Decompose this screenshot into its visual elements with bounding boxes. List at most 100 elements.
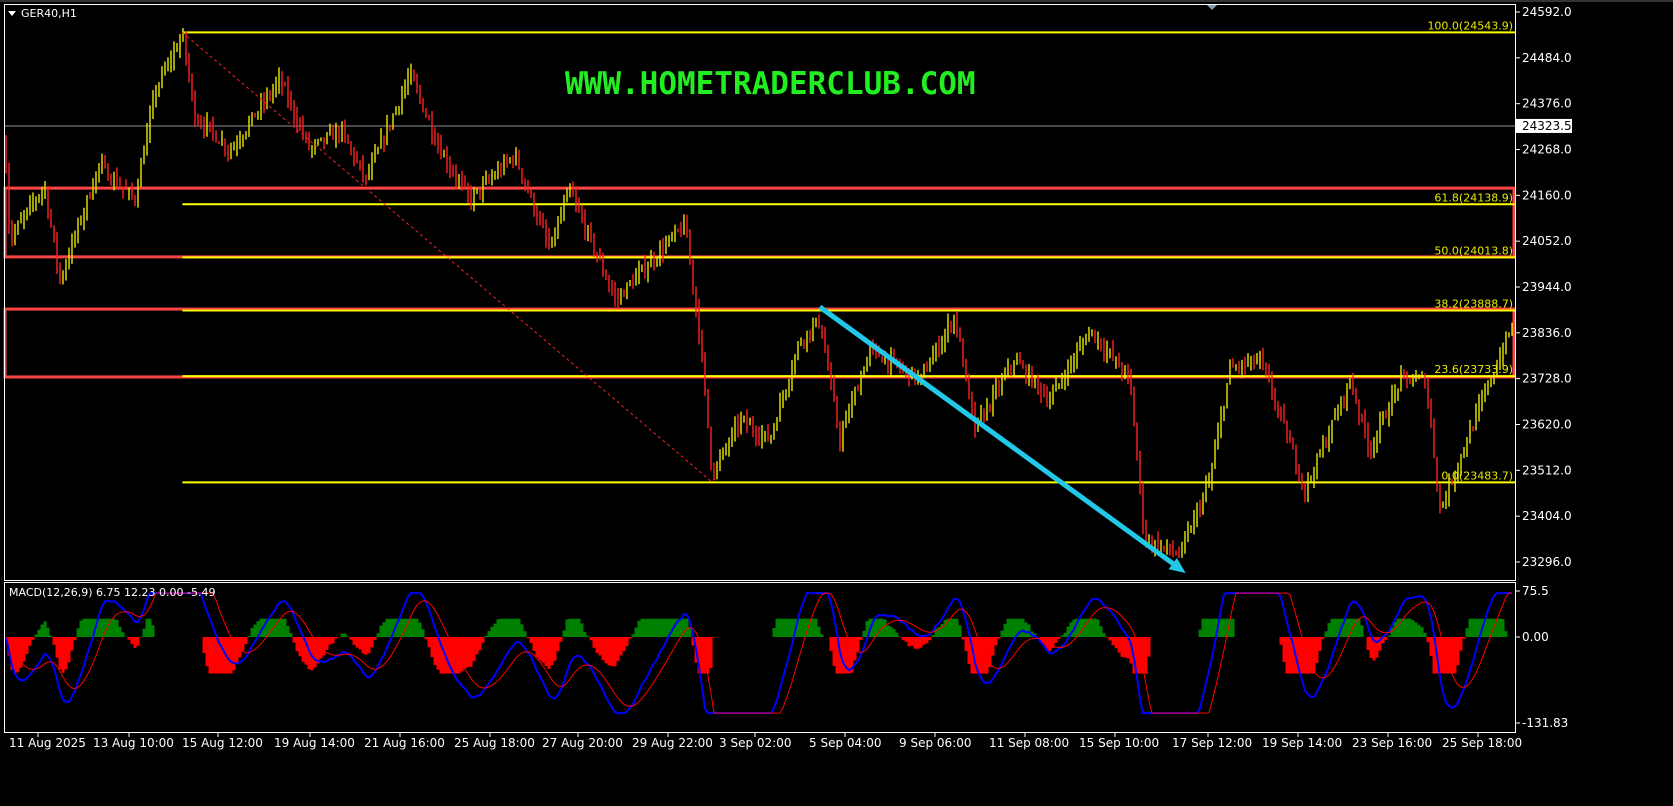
macd-histogram-bar	[886, 625, 890, 637]
macd-histogram-bar	[517, 618, 521, 637]
macd-label: MACD(12,26,9) 6.75 12.23 0.00 -5.49	[9, 586, 215, 599]
macd-histogram-bar	[331, 637, 335, 644]
macd-histogram-bar	[1348, 618, 1352, 637]
macd-histogram-bar	[1066, 626, 1070, 637]
macd-histogram-bar	[592, 637, 596, 648]
macd-histogram-bar	[943, 620, 947, 637]
macd-histogram-bar	[133, 637, 137, 649]
macd-histogram-bar	[961, 637, 965, 640]
macd-histogram-bar	[52, 637, 56, 645]
macd-histogram-bar	[601, 637, 605, 660]
macd-histogram-bar	[484, 635, 488, 637]
macd-histogram-bar	[214, 637, 218, 674]
macd-histogram-bar	[295, 637, 299, 652]
macd-histogram-bar	[1447, 637, 1451, 674]
macd-histogram-bar	[1327, 623, 1331, 637]
down-trend-arrow[interactable]	[818, 304, 1180, 570]
macd-histogram-bar	[622, 637, 626, 652]
macd-histogram-bar	[976, 637, 980, 674]
macd-histogram-bar	[1087, 618, 1091, 637]
macd-histogram-bar	[874, 618, 878, 637]
macd-histogram-bar	[1369, 637, 1373, 658]
macd-axis-label: 75.5	[1522, 584, 1549, 598]
macd-histogram-bar	[220, 637, 224, 674]
macd-histogram-bar	[385, 618, 389, 637]
macd-histogram-bar	[922, 637, 926, 645]
macd-histogram-bar	[1342, 618, 1346, 637]
macd-histogram-bar	[355, 637, 359, 648]
macd-histogram-bar	[247, 635, 251, 637]
macd-histogram-bar	[1354, 618, 1358, 637]
macd-histogram-bar	[142, 628, 146, 637]
macd-histogram-bar	[334, 637, 338, 639]
macd-histogram-bar	[1210, 618, 1214, 637]
macd-histogram-bar	[427, 637, 431, 648]
macd-histogram-bar	[424, 637, 428, 640]
macd-histogram-bar	[364, 637, 368, 655]
macd-histogram-bar	[70, 637, 74, 651]
macd-histogram-bar	[1279, 637, 1283, 645]
macd-histogram-bar	[496, 619, 500, 637]
macd-histogram-bar	[1021, 618, 1025, 637]
time-axis-label: 3 Sep 02:00	[719, 736, 791, 750]
time-axis-label: 25 Aug 18:00	[454, 736, 535, 750]
macd-histogram-bar	[688, 627, 692, 637]
macd-histogram-bar	[469, 637, 473, 667]
macd-histogram-bar	[646, 618, 650, 637]
macd-histogram-bar	[202, 637, 206, 654]
macd-histogram-bar	[349, 637, 353, 640]
fibonacci-trendline[interactable]	[182, 32, 713, 483]
fibonacci-level-label: 100.0(24543.9)	[1427, 19, 1513, 32]
macd-histogram-bar	[853, 637, 857, 661]
macd-histogram-bar	[1453, 637, 1457, 674]
macd-histogram-bar	[1375, 637, 1379, 658]
macd-histogram-bar	[1309, 637, 1313, 674]
macd-histogram-bar	[1120, 637, 1124, 657]
macd-histogram-bar	[352, 637, 356, 645]
macd-histogram-bar	[28, 637, 32, 646]
macd-histogram-bar	[691, 637, 695, 646]
macd-histogram-bar	[217, 637, 221, 674]
symbol-menu-triangle-icon[interactable]	[8, 11, 16, 16]
macd-histogram-bar	[460, 637, 464, 672]
macd-histogram-bar	[1384, 637, 1388, 640]
macd-histogram-bar	[781, 618, 785, 637]
macd-histogram-bar	[526, 637, 530, 639]
macd-histogram-bar	[88, 618, 92, 637]
macd-histogram-bar	[619, 637, 623, 656]
macd-histogram-bar	[328, 637, 332, 645]
macd-histogram-bar	[1360, 625, 1364, 637]
macd-histogram-bar	[1471, 618, 1475, 637]
time-axis-label: 11 Aug 2025	[9, 736, 86, 750]
macd-histogram-bar	[1483, 618, 1487, 637]
macd-histogram-bar	[811, 618, 815, 637]
macd-histogram-bar	[685, 618, 689, 637]
macd-histogram-bar	[901, 637, 905, 640]
macd-histogram-bar	[475, 637, 479, 655]
macd-histogram-bar	[1069, 622, 1073, 637]
macd-histogram-bar	[397, 618, 401, 637]
current-price-label: 24323.5	[1522, 119, 1572, 133]
macd-histogram-bar	[1042, 637, 1046, 646]
macd-histogram-bar	[1408, 618, 1412, 637]
macd-histogram-bar	[205, 637, 209, 667]
price-axis-label: 24592.0	[1522, 5, 1572, 19]
macd-histogram-bar	[997, 637, 1001, 639]
time-axis-label: 21 Aug 16:00	[364, 736, 445, 750]
macd-histogram-bar	[775, 618, 779, 637]
chart-shift-marker-icon[interactable]	[1207, 5, 1217, 10]
arrow-head-icon	[1168, 557, 1186, 574]
macd-histogram-bar	[919, 637, 923, 648]
macd-histogram-bar	[490, 626, 494, 637]
macd-histogram-bar	[250, 627, 254, 637]
time-axis-label: 29 Aug 22:00	[632, 736, 713, 750]
macd-histogram-bar	[1027, 624, 1031, 637]
macd-histogram-bar	[829, 637, 833, 651]
macd-histogram-bar	[235, 637, 239, 664]
macd-histogram-bar	[1441, 637, 1445, 674]
macd-histogram-bar	[208, 637, 212, 674]
macd-histogram-bar	[1117, 637, 1121, 653]
macd-histogram-bar	[13, 637, 17, 674]
time-axis-label: 25 Sep 18:00	[1442, 736, 1522, 750]
